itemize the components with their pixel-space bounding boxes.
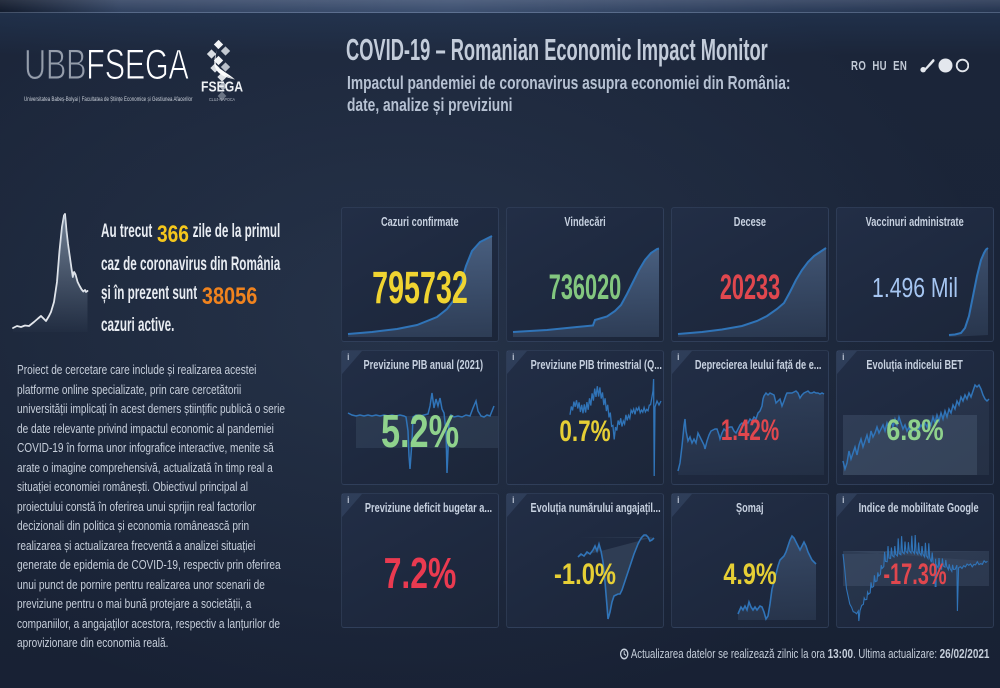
svg-text:CLUJ-NAPOCA: CLUJ-NAPOCA bbox=[209, 97, 235, 102]
svg-text:FSEGA: FSEGA bbox=[201, 80, 243, 96]
